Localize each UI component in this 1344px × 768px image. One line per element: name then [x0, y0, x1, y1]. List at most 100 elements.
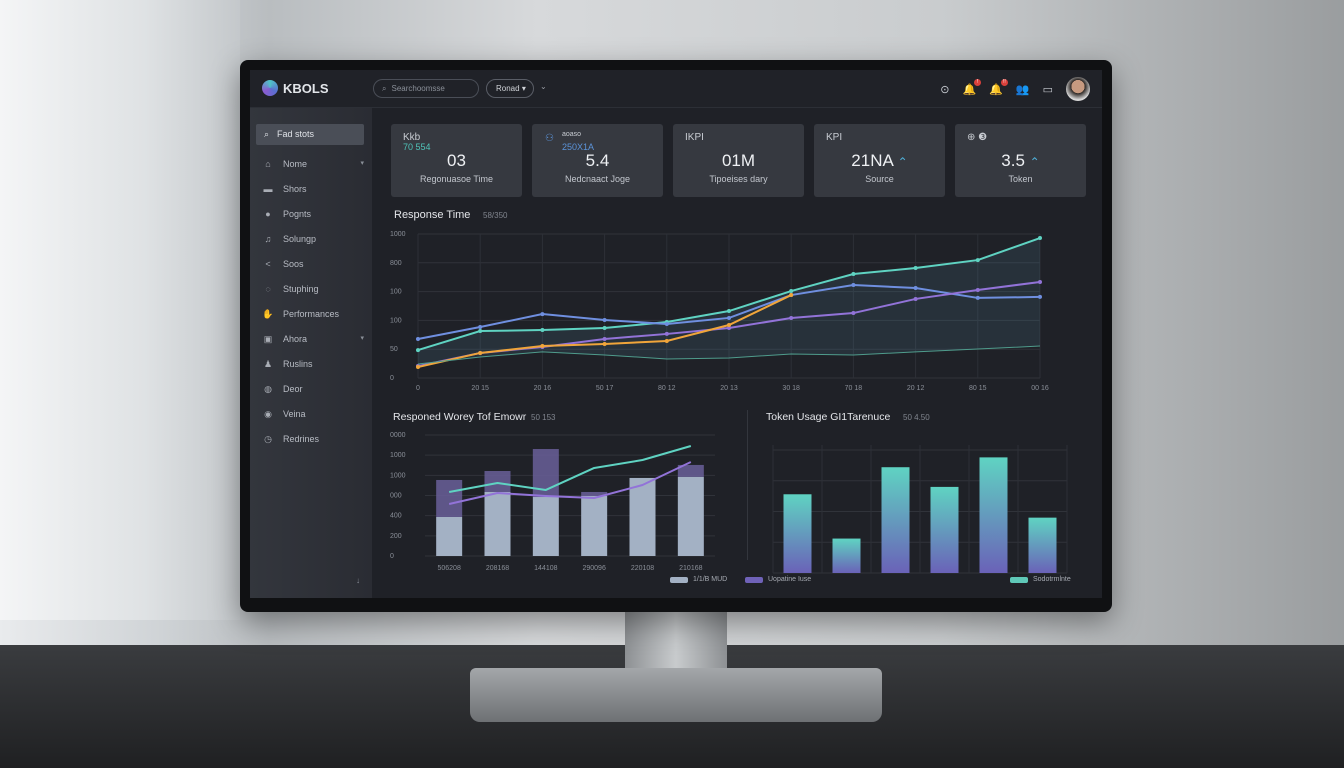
sidebar-item-icon: ▬: [263, 184, 273, 194]
sidebar-item-label: Ahora: [283, 334, 308, 344]
x-tick-label: 80 15: [969, 385, 987, 392]
sidebar-item[interactable]: ▬ Shors: [262, 184, 362, 194]
y-tick-label: 100: [390, 289, 402, 296]
sidebar-item[interactable]: ⌂ Nome ▾: [262, 159, 364, 169]
bell-icon[interactable]: 🔔!: [962, 78, 982, 96]
x-tick-label: 80 12: [658, 385, 676, 392]
kpi-card[interactable]: IKPI 01M Tipoeises dary: [673, 124, 804, 197]
x-tick-label: 290096: [582, 565, 605, 572]
sidebar-item[interactable]: ◌ Stuphing: [262, 284, 362, 294]
kpi-value: 21NA ⌃: [814, 151, 945, 171]
scroll-down-icon[interactable]: ↓: [356, 576, 360, 585]
notifications-icon[interactable]: 🔔!!: [989, 78, 1008, 96]
response-time-chart: 0 50 100 100 800 1000 0 20 15 20 16 50 17 80 12 20 …: [390, 231, 1049, 392]
y-tick-label: 0: [390, 553, 394, 560]
kpi-value-text: 01M: [721, 151, 756, 170]
bar: [832, 538, 861, 573]
token-usage-chart: 2I1IDinmakTmB1/40 VsOtB20 I30 OUS: [772, 445, 1068, 574]
kpi-label: aoaso: [562, 131, 582, 138]
search-placeholder: Searchoomsse: [391, 84, 445, 93]
bar-segment-upper: [581, 491, 608, 497]
kpi-card[interactable]: ⊕ ❸ 3.5 ⌃ Token: [955, 124, 1086, 197]
data-point: [727, 326, 731, 331]
sidebar-item[interactable]: < Soos: [262, 259, 362, 269]
data-point: [416, 365, 420, 370]
legend-item: 1/1/B MUD: [670, 576, 727, 583]
kpi-card[interactable]: KPI 21NA ⌃ Source: [814, 124, 945, 197]
sidebar-item[interactable]: ● Pognts: [262, 209, 362, 219]
sidebar-item[interactable]: ◷ Redrines: [262, 434, 362, 445]
kpi-value-text: 21NA: [851, 151, 893, 170]
kpi-card[interactable]: Kkb 70 554 03 Regonuasoe Time: [391, 124, 522, 197]
sidebar-item[interactable]: ✋ Performances: [262, 309, 362, 320]
sidebar-item[interactable]: ◉ Veina: [262, 409, 362, 420]
bar: [881, 467, 910, 573]
sidebar-item-label: Redrines: [283, 434, 320, 444]
legend-swatch: [670, 576, 688, 583]
data-point: [789, 293, 794, 298]
trend-up-icon: ⌃: [1029, 155, 1040, 169]
chart-title: Token Usage GI1Tarenuce: [766, 411, 891, 423]
legend-swatch: [745, 576, 763, 583]
data-point: [727, 315, 731, 320]
kpi-label: Kkb: [403, 132, 421, 143]
data-point: [602, 342, 607, 347]
search-icon: ⌕: [264, 129, 270, 139]
search-input[interactable]: ⌕ Searchoomsse: [373, 79, 479, 98]
x-tick-label: 144108: [534, 565, 557, 572]
messages-icon[interactable]: ▭: [1042, 83, 1053, 96]
sidebar-item-icon: ▣: [263, 334, 273, 344]
data-point: [664, 338, 669, 343]
x-tick-label: 220108: [631, 565, 654, 572]
sidebar-item-label: Performances: [283, 309, 340, 319]
filter-dropdown[interactable]: Ronad ▾: [486, 79, 534, 98]
data-point: [975, 258, 980, 263]
series-line: [448, 445, 692, 493]
kpi-caption: Source: [865, 174, 894, 184]
data-point: [789, 315, 794, 320]
settings-icon[interactable]: ⊙: [940, 83, 950, 96]
notification-badge: !!: [1000, 78, 1008, 86]
users-icon[interactable]: 👥: [1015, 83, 1030, 96]
avatar[interactable]: [1066, 77, 1090, 101]
data-point: [975, 288, 980, 293]
data-point: [478, 325, 483, 330]
kpi-caption: Nedcnaact Joge: [564, 174, 631, 184]
sidebar-item[interactable]: ♫ Solungp: [262, 234, 362, 244]
dashboard-screen: KBOLS ⌕ Searchoomsse Ronad ▾ ⌄ ⊙ 🔔! 🔔!! 👥 ▭ ⌕…: [250, 70, 1102, 598]
kpi-card[interactable]: aoaso ⚇ 250X1A 5.4 Nedcnaact Joge: [532, 124, 663, 197]
kpi-value: 01M: [673, 151, 804, 171]
top-bar: KBOLS ⌕ Searchoomsse Ronad ▾ ⌄ ⊙ 🔔! 🔔!! 👥 ▭: [250, 70, 1102, 108]
kpi-subvalue: 70 554: [403, 142, 431, 152]
sidebar-item[interactable]: ♟ Ruslins: [262, 359, 362, 370]
logo[interactable]: KBOLS: [262, 80, 329, 96]
kpi-caption: Token: [1008, 174, 1033, 184]
chevron-down-icon[interactable]: ⌄: [540, 82, 547, 91]
chart-subtitle: 50 153: [531, 413, 556, 422]
y-tick-label: 400: [390, 513, 402, 520]
app-title: KBOLS: [283, 80, 329, 96]
dropdown-value: Ronad: [496, 84, 520, 93]
sidebar-search[interactable]: ⌕ Fad stots: [256, 124, 364, 145]
bar-segment-lower: [629, 477, 656, 556]
monitor-base: [470, 668, 882, 722]
sidebar-item[interactable]: ▣ Ahora ▾: [262, 334, 364, 345]
data-point: [416, 336, 420, 341]
legend-label: Uopatine Iuse: [768, 576, 812, 583]
data-point: [851, 311, 856, 316]
x-tick-label: 70 18: [845, 385, 863, 392]
data-point: [602, 326, 607, 331]
x-tick-label: 0: [416, 385, 420, 392]
data-point: [664, 331, 669, 336]
data-point: [913, 296, 918, 301]
sidebar-item-icon: <: [265, 259, 271, 269]
sidebar-item[interactable]: ◍ Deor: [262, 384, 362, 395]
sidebar-item-icon: ◉: [264, 409, 272, 419]
sidebar-item-label: Deor: [283, 384, 303, 394]
sidebar-item-icon: ◌: [265, 284, 271, 294]
data-point: [851, 272, 856, 277]
x-tick-label: 30 18: [782, 385, 800, 392]
bar-segment-upper: [484, 470, 511, 492]
y-tick-label: 800: [390, 260, 402, 267]
kpi-caption: Regonuasoe Time: [419, 174, 494, 184]
